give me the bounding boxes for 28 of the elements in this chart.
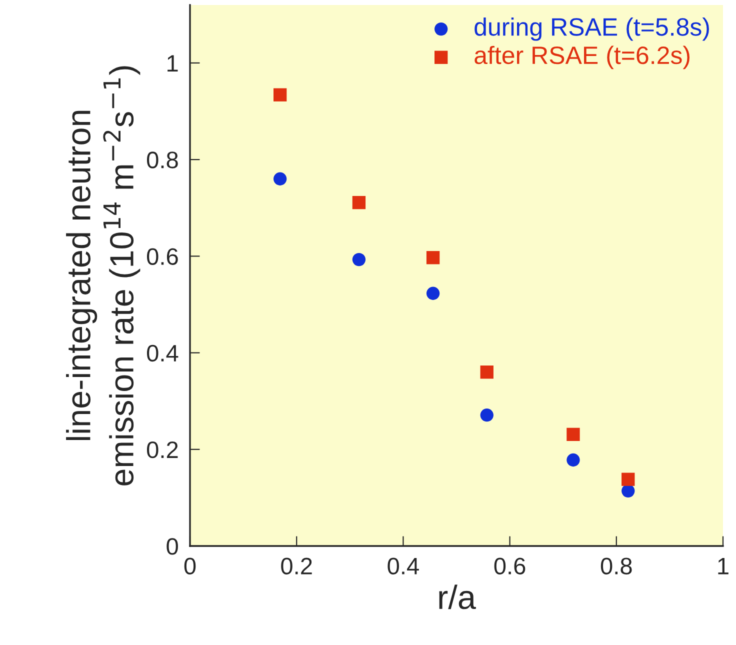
legend-label: during RSAE (t=5.8s) (474, 18, 709, 41)
y-tick-label: 0.4 (146, 344, 178, 362)
y-tick-label: 0.2 (146, 441, 178, 458)
point (566, 453, 580, 467)
x-axis-title: r/a (439, 584, 476, 610)
point (566, 428, 580, 442)
point (480, 366, 494, 379)
point (480, 408, 494, 422)
y-tick-label: 1 (168, 55, 178, 72)
point (426, 251, 440, 264)
y-tick-label: 0.8 (146, 152, 178, 168)
x-tick-label: 0.6 (494, 558, 526, 574)
point (622, 472, 635, 486)
y-tick-label: 0 (166, 538, 178, 555)
point (426, 286, 440, 300)
x-tick-label: 0.4 (388, 558, 419, 574)
y-axis-title: line-integrated neutron emission rate (10$^{14}$ m$^{−2}$s$^{−1}$) (66, 66, 140, 486)
point (352, 196, 366, 210)
x-tick-label: 0.8 (600, 558, 632, 574)
y-tick-label: 0.6 (146, 248, 178, 265)
point (352, 252, 366, 266)
point (273, 172, 287, 186)
x-tick-label: 0.2 (281, 558, 312, 574)
point (273, 88, 287, 102)
x-tick-label: 0 (184, 558, 196, 574)
point (622, 484, 635, 498)
legend-label: after RSAE (t=6.2s) (474, 46, 690, 70)
x-tick-label: 1 (718, 558, 728, 574)
